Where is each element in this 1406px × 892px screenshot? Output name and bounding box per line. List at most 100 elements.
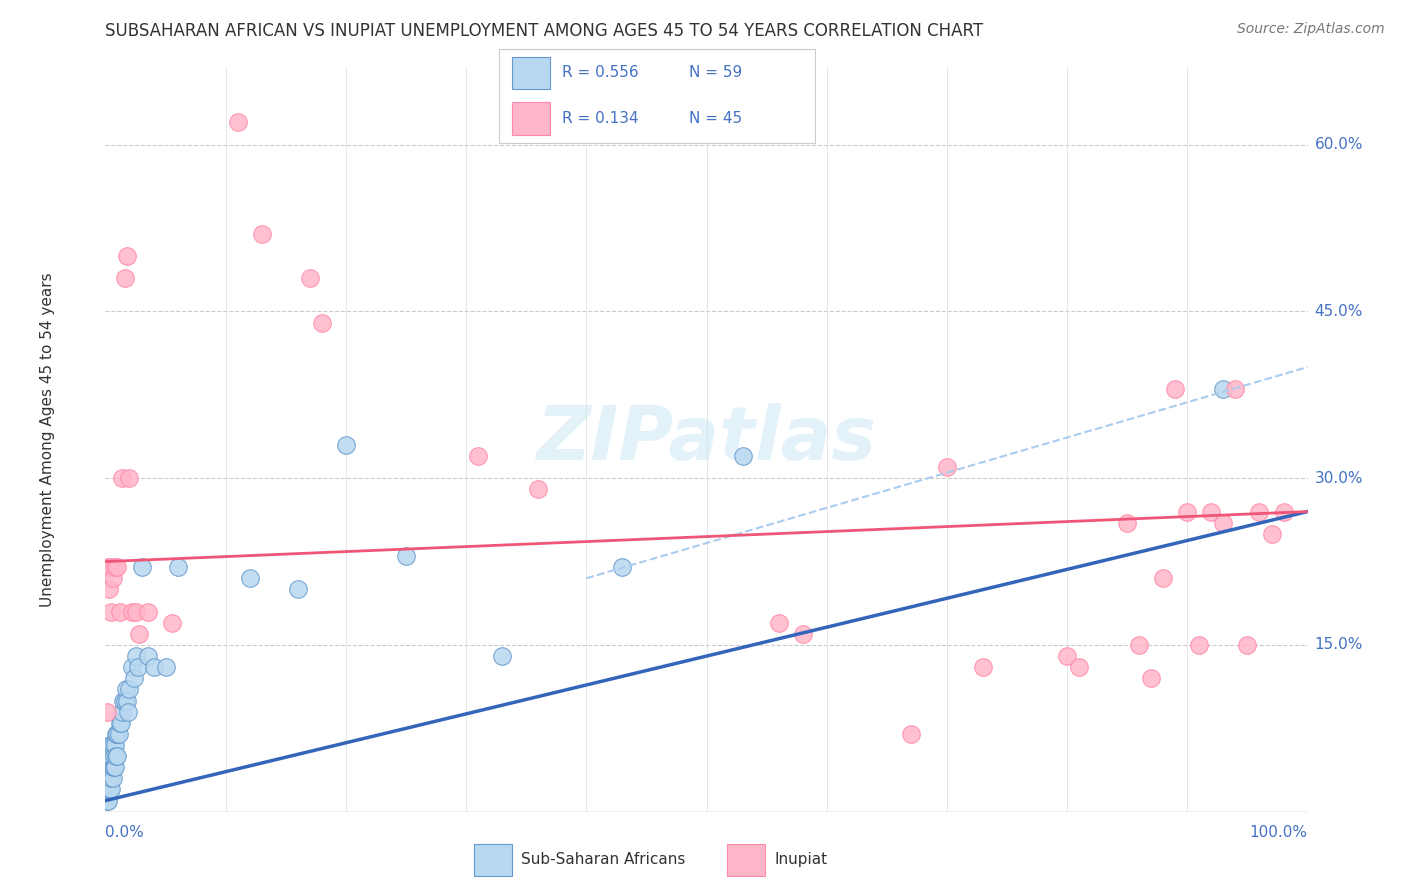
Point bbox=[108, 715, 131, 730]
Point bbox=[104, 760, 127, 774]
Point bbox=[1249, 505, 1271, 519]
Point bbox=[142, 660, 165, 674]
Point bbox=[96, 705, 118, 719]
Point bbox=[1188, 638, 1211, 652]
Point bbox=[117, 705, 139, 719]
Point bbox=[96, 760, 118, 774]
Point bbox=[118, 682, 141, 697]
Point bbox=[1140, 671, 1163, 685]
Point bbox=[1175, 505, 1198, 519]
Point bbox=[96, 782, 118, 797]
Point bbox=[97, 560, 120, 574]
Point bbox=[101, 772, 124, 786]
Point bbox=[105, 727, 128, 741]
Point bbox=[1128, 638, 1150, 652]
Text: R = 0.556: R = 0.556 bbox=[562, 65, 638, 80]
Point bbox=[97, 794, 120, 808]
Point bbox=[1069, 660, 1091, 674]
Point bbox=[226, 115, 249, 129]
Point bbox=[100, 772, 122, 786]
Point bbox=[96, 772, 118, 786]
Point bbox=[114, 693, 136, 707]
Text: R = 0.134: R = 0.134 bbox=[562, 112, 638, 127]
Point bbox=[107, 727, 129, 741]
Point bbox=[1116, 516, 1139, 530]
Point bbox=[250, 227, 273, 241]
Point bbox=[1212, 516, 1234, 530]
Text: 100.0%: 100.0% bbox=[1250, 825, 1308, 840]
Text: 15.0%: 15.0% bbox=[1315, 638, 1362, 652]
Point bbox=[612, 560, 634, 574]
Point bbox=[1056, 649, 1078, 664]
Point bbox=[101, 571, 124, 585]
Point bbox=[311, 316, 333, 330]
Point bbox=[108, 605, 131, 619]
Point bbox=[1236, 638, 1258, 652]
Point bbox=[96, 794, 118, 808]
Text: N = 59: N = 59 bbox=[689, 65, 742, 80]
Point bbox=[1272, 505, 1295, 519]
Point bbox=[124, 649, 146, 664]
Point bbox=[105, 749, 128, 764]
Point bbox=[731, 449, 754, 463]
Bar bbox=[512, 103, 550, 136]
Point bbox=[104, 738, 127, 752]
Point bbox=[115, 693, 138, 707]
Point bbox=[1164, 382, 1187, 396]
Point bbox=[395, 549, 418, 563]
Point bbox=[166, 560, 188, 574]
Point bbox=[111, 471, 134, 485]
Point bbox=[136, 649, 159, 664]
Point bbox=[467, 449, 489, 463]
Point bbox=[298, 271, 321, 285]
Text: ZIPatlas: ZIPatlas bbox=[537, 403, 876, 475]
Point bbox=[111, 705, 134, 719]
Point bbox=[124, 605, 146, 619]
Text: Source: ZipAtlas.com: Source: ZipAtlas.com bbox=[1237, 22, 1385, 37]
Point bbox=[124, 671, 146, 685]
Point bbox=[104, 560, 127, 574]
Point bbox=[98, 582, 121, 597]
Point bbox=[131, 560, 153, 574]
Point bbox=[97, 772, 120, 786]
Point bbox=[128, 627, 150, 641]
Point bbox=[98, 782, 121, 797]
Point bbox=[115, 249, 138, 263]
Point bbox=[121, 605, 143, 619]
Point bbox=[121, 660, 143, 674]
Point bbox=[103, 749, 125, 764]
Bar bbox=[512, 56, 550, 89]
Point bbox=[1212, 382, 1234, 396]
Point bbox=[103, 760, 125, 774]
Point bbox=[112, 693, 135, 707]
Bar bbox=[727, 844, 765, 876]
Point bbox=[98, 760, 121, 774]
Point bbox=[97, 782, 120, 797]
Text: N = 45: N = 45 bbox=[689, 112, 742, 127]
Point bbox=[768, 615, 790, 630]
Point bbox=[115, 682, 138, 697]
Text: 0.0%: 0.0% bbox=[105, 825, 145, 840]
Point bbox=[98, 560, 121, 574]
Point bbox=[118, 471, 141, 485]
Point bbox=[1152, 571, 1174, 585]
Point bbox=[97, 760, 120, 774]
Point bbox=[160, 615, 183, 630]
Point bbox=[287, 582, 309, 597]
Point bbox=[98, 772, 121, 786]
Point bbox=[972, 660, 994, 674]
Point bbox=[98, 749, 121, 764]
Text: Sub-Saharan Africans: Sub-Saharan Africans bbox=[522, 852, 686, 867]
Point bbox=[107, 727, 129, 741]
Bar bbox=[474, 844, 512, 876]
Text: 30.0%: 30.0% bbox=[1315, 471, 1362, 486]
Point bbox=[98, 738, 121, 752]
Point bbox=[239, 571, 262, 585]
Point bbox=[100, 749, 122, 764]
Point bbox=[1225, 382, 1247, 396]
Point bbox=[1201, 505, 1223, 519]
Point bbox=[936, 460, 959, 475]
Point bbox=[1260, 526, 1282, 541]
Point bbox=[107, 749, 129, 764]
Point bbox=[114, 271, 136, 285]
